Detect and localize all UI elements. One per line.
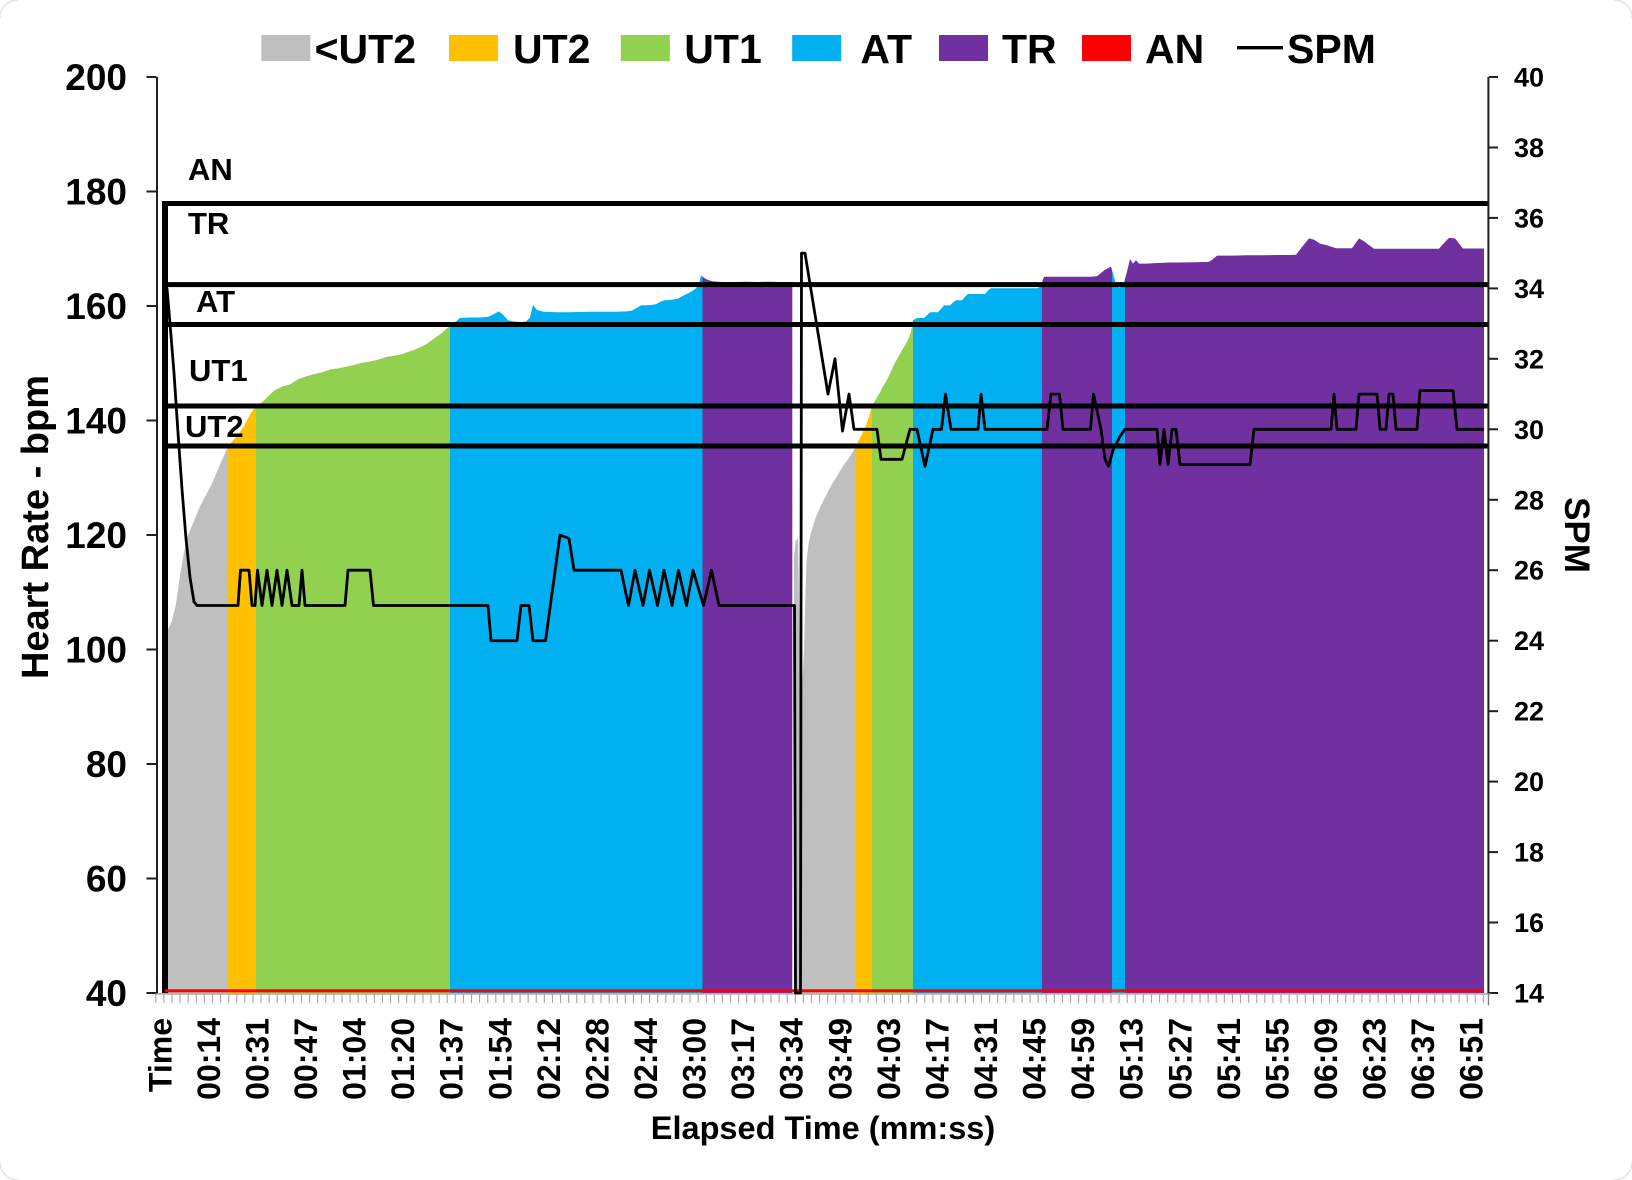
- svg-text:05:41: 05:41: [1211, 1018, 1247, 1100]
- svg-text:00:14: 00:14: [191, 1018, 227, 1100]
- svg-text:140: 140: [65, 401, 127, 442]
- svg-text:05:27: 05:27: [1162, 1018, 1198, 1100]
- svg-text:06:23: 06:23: [1357, 1018, 1393, 1100]
- svg-text:03:17: 03:17: [725, 1018, 761, 1100]
- svg-text:22: 22: [1514, 697, 1544, 727]
- svg-text:AN: AN: [188, 152, 233, 187]
- svg-text:36: 36: [1514, 203, 1544, 233]
- svg-text:06:51: 06:51: [1454, 1018, 1490, 1100]
- svg-text:160: 160: [65, 286, 127, 327]
- svg-text:01:37: 01:37: [434, 1018, 470, 1100]
- svg-text:<UT2: <UT2: [315, 26, 416, 72]
- svg-text:UT1: UT1: [684, 26, 761, 72]
- svg-text:UT2: UT2: [513, 26, 590, 72]
- svg-text:24: 24: [1514, 626, 1544, 656]
- svg-text:03:34: 03:34: [774, 1018, 810, 1100]
- svg-text:04:31: 04:31: [968, 1018, 1004, 1100]
- svg-text:04:17: 04:17: [919, 1018, 955, 1100]
- svg-text:UT2: UT2: [185, 409, 244, 444]
- svg-text:60: 60: [86, 859, 127, 900]
- svg-text:01:04: 01:04: [337, 1018, 373, 1100]
- svg-text:02:12: 02:12: [531, 1018, 567, 1100]
- svg-text:32: 32: [1514, 344, 1544, 374]
- svg-text:20: 20: [1514, 767, 1544, 797]
- svg-text:03:49: 03:49: [822, 1018, 858, 1100]
- svg-text:80: 80: [86, 744, 127, 785]
- svg-text:SPM: SPM: [1287, 26, 1376, 72]
- svg-text:18: 18: [1514, 838, 1544, 868]
- svg-text:01:20: 01:20: [385, 1018, 421, 1100]
- svg-text:AN: AN: [1145, 26, 1204, 72]
- svg-text:Heart Rate - bpm: Heart Rate - bpm: [15, 375, 57, 679]
- svg-text:04:59: 04:59: [1065, 1018, 1101, 1100]
- svg-text:02:28: 02:28: [579, 1018, 615, 1100]
- svg-text:06:37: 06:37: [1405, 1018, 1441, 1100]
- svg-text:30: 30: [1514, 415, 1544, 445]
- svg-text:120: 120: [65, 515, 127, 556]
- svg-text:Elapsed Time (mm:ss): Elapsed Time (mm:ss): [651, 1110, 995, 1146]
- svg-text:28: 28: [1514, 485, 1544, 515]
- svg-text:AT: AT: [196, 284, 235, 319]
- svg-text:05:55: 05:55: [1259, 1018, 1295, 1100]
- svg-text:02:44: 02:44: [628, 1018, 664, 1100]
- svg-text:38: 38: [1514, 133, 1544, 163]
- svg-text:04:03: 04:03: [871, 1018, 907, 1100]
- svg-text:100: 100: [65, 630, 127, 671]
- svg-text:UT1: UT1: [189, 353, 248, 388]
- svg-text:00:31: 00:31: [239, 1018, 275, 1100]
- svg-text:40: 40: [86, 973, 127, 1014]
- svg-text:40: 40: [1514, 63, 1544, 93]
- svg-text:TR: TR: [1002, 26, 1057, 72]
- svg-text:26: 26: [1514, 556, 1544, 586]
- svg-text:200: 200: [65, 57, 127, 98]
- svg-text:TR: TR: [188, 206, 229, 241]
- svg-text:03:00: 03:00: [677, 1018, 713, 1100]
- svg-text:Time: Time: [142, 1018, 178, 1092]
- svg-text:00:47: 00:47: [288, 1018, 324, 1100]
- svg-text:06:09: 06:09: [1308, 1018, 1344, 1100]
- svg-text:34: 34: [1514, 274, 1544, 304]
- svg-text:04:45: 04:45: [1017, 1018, 1053, 1100]
- svg-text:SPM: SPM: [1557, 497, 1596, 573]
- svg-text:01:54: 01:54: [482, 1018, 518, 1100]
- svg-text:AT: AT: [860, 26, 912, 72]
- svg-text:16: 16: [1514, 908, 1544, 938]
- svg-text:180: 180: [65, 172, 127, 213]
- svg-text:14: 14: [1514, 979, 1544, 1009]
- svg-text:05:13: 05:13: [1114, 1018, 1150, 1100]
